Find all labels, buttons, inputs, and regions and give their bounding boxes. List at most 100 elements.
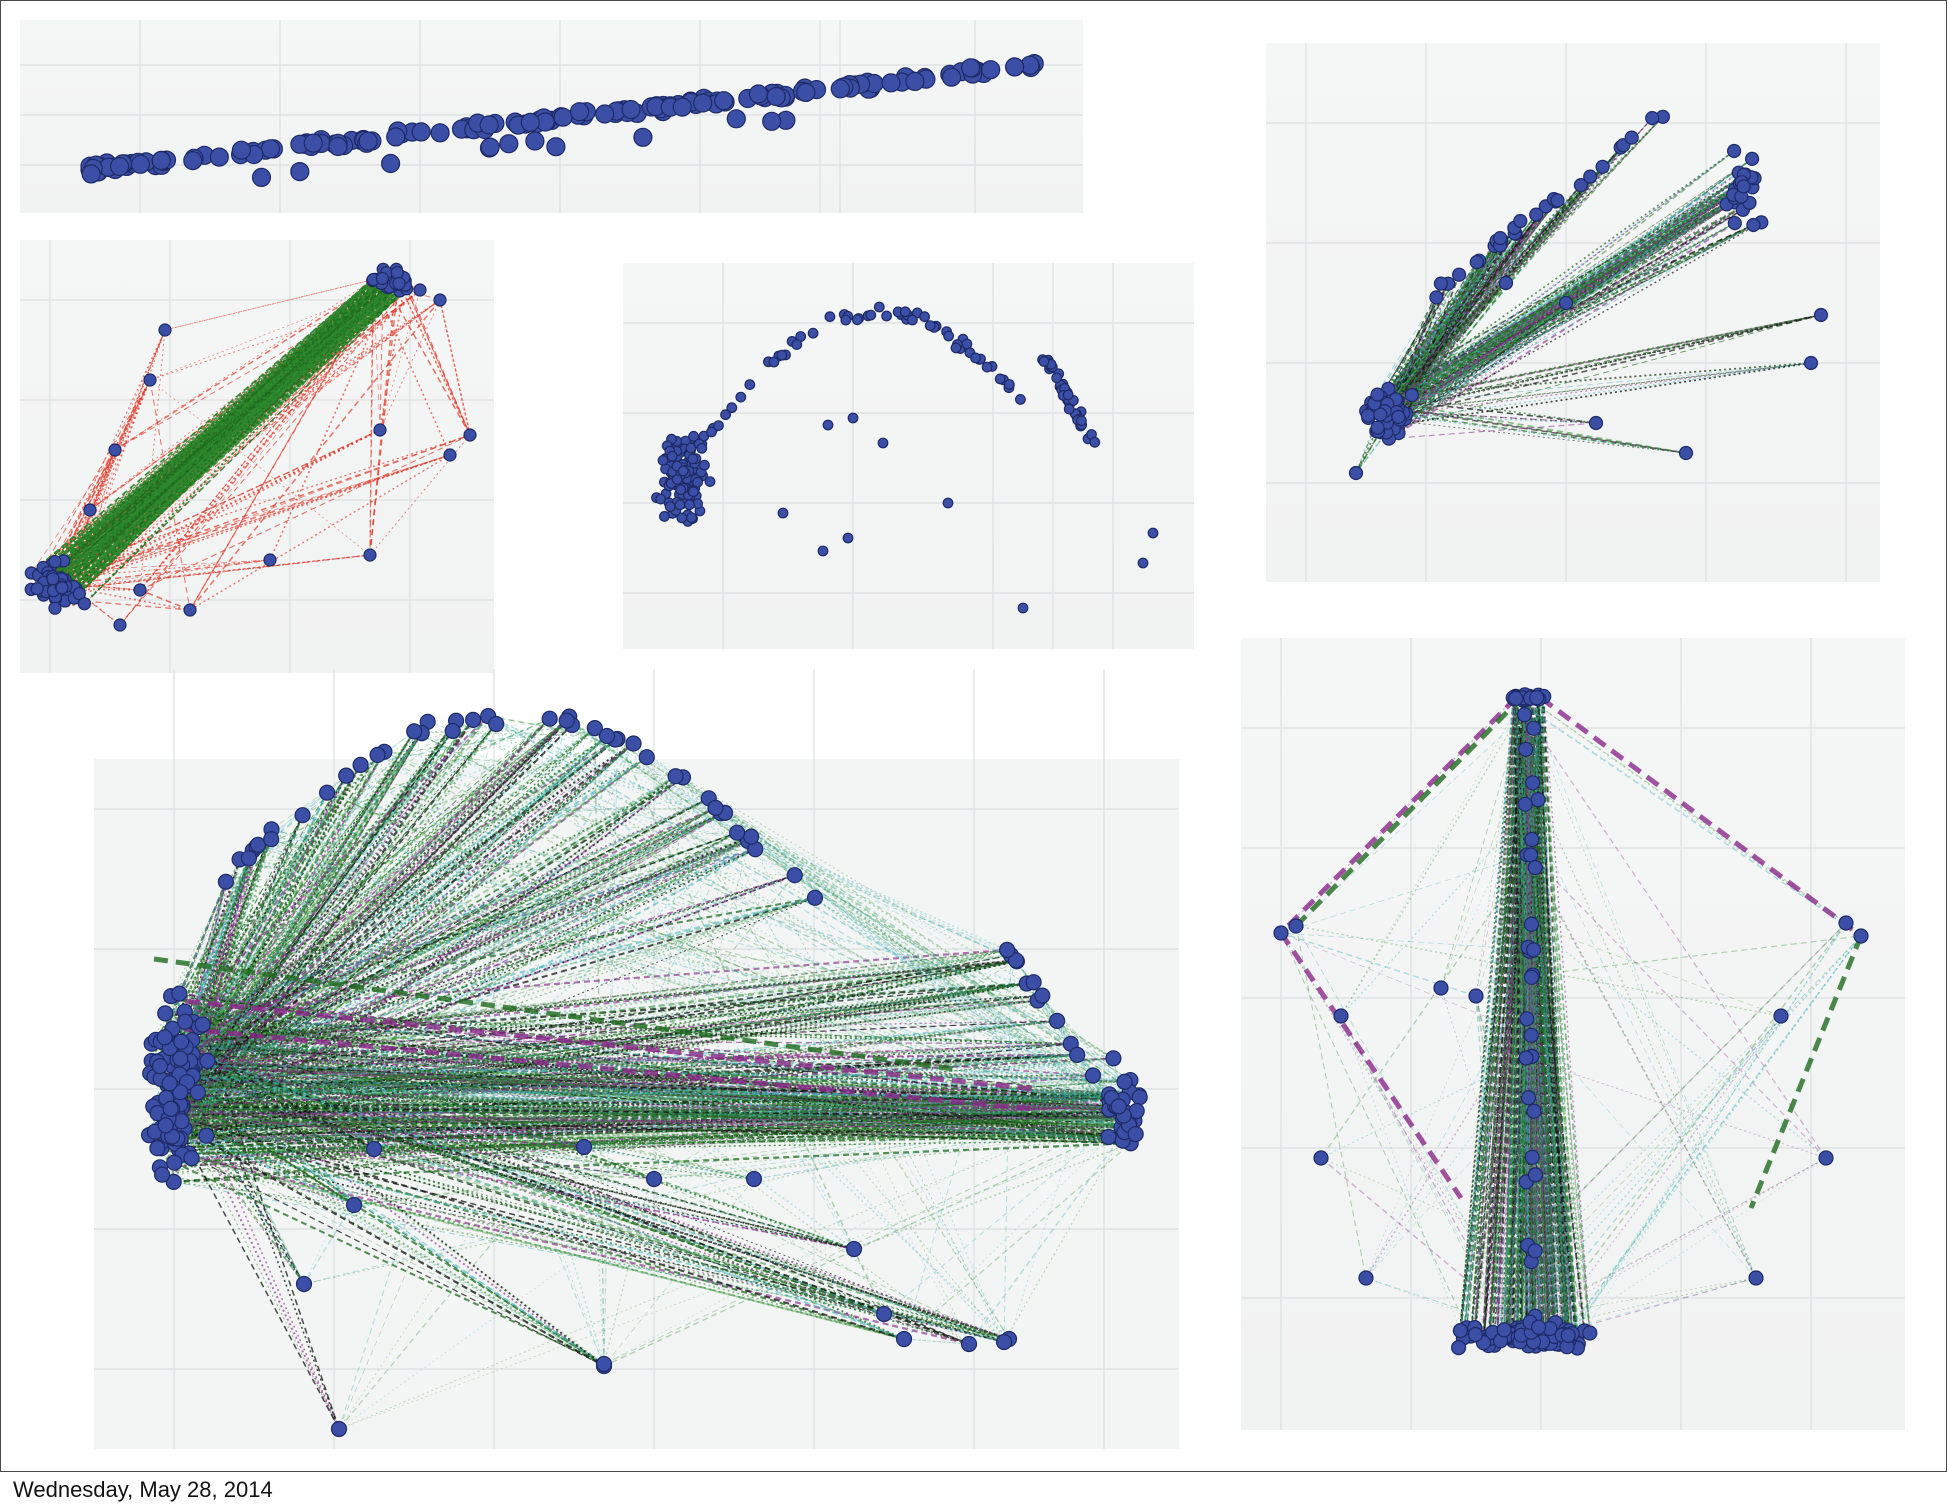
edge-line xyxy=(1532,782,1757,1279)
edge-line xyxy=(1397,222,1736,434)
edge-line xyxy=(1488,696,1531,1339)
edge-line xyxy=(439,299,471,436)
edge-line xyxy=(160,949,1008,1129)
node-point xyxy=(1527,1167,1543,1183)
edge-line xyxy=(1390,314,1822,412)
edge-line xyxy=(1470,714,1525,1337)
edge-line xyxy=(427,721,726,814)
edge-line xyxy=(1382,158,1753,409)
edge-line xyxy=(755,849,1005,1343)
edge-line xyxy=(175,764,362,1102)
edge-line xyxy=(179,775,676,1105)
edge-line xyxy=(173,1181,885,1315)
node-point xyxy=(1273,925,1289,941)
node-point xyxy=(1558,295,1574,311)
edge-line xyxy=(248,857,1124,1116)
edge-line xyxy=(1527,839,1533,948)
edge-line xyxy=(192,1069,1125,1133)
node-point xyxy=(161,1075,178,1092)
edge-line xyxy=(157,1061,1109,1138)
edge-line xyxy=(191,1131,1125,1159)
edge-line xyxy=(1387,232,1516,390)
edge-line xyxy=(114,279,374,451)
edge-line xyxy=(164,981,1034,1038)
edge-line xyxy=(171,1108,605,1365)
edge-line xyxy=(191,797,710,1072)
panel-red-green-graph xyxy=(20,240,494,673)
edge-line xyxy=(302,814,1140,1098)
edge-line xyxy=(1529,951,1569,1336)
node-group xyxy=(140,707,1148,1438)
node-point xyxy=(748,84,769,104)
edge-line xyxy=(406,288,471,436)
node-point xyxy=(328,136,348,157)
edge-line xyxy=(1534,1157,1827,1317)
edge-line xyxy=(1320,1157,1528,1331)
edge-line xyxy=(60,282,400,588)
edge-line xyxy=(1531,1056,1569,1340)
edge-line xyxy=(1537,698,1569,1340)
edge-line xyxy=(167,751,386,1137)
node-point xyxy=(950,342,962,354)
edge-line xyxy=(159,999,1038,1067)
node-point xyxy=(1530,792,1546,808)
edge-line xyxy=(160,1078,1110,1111)
edge-line xyxy=(30,379,151,590)
edge-line xyxy=(52,282,383,592)
edge-line xyxy=(159,1124,1130,1168)
edge-line xyxy=(164,279,374,331)
edge-line xyxy=(269,272,398,561)
edge-line xyxy=(1524,804,1532,1262)
node-point xyxy=(1523,916,1539,932)
edge-line xyxy=(381,278,471,436)
edge-line xyxy=(1527,1097,1568,1347)
edge-line xyxy=(1365,1097,1529,1279)
edge-line xyxy=(157,1061,1110,1110)
edge-line xyxy=(170,719,474,1045)
edge-line xyxy=(720,812,1124,1142)
edge-line xyxy=(169,1047,1131,1138)
edge-line xyxy=(192,1020,1109,1138)
edge-line xyxy=(1509,728,1535,1334)
edge-line xyxy=(180,718,551,1043)
node-point xyxy=(165,1173,182,1191)
edge-line xyxy=(165,948,1008,1015)
edge-line xyxy=(1500,1157,1827,1342)
edge-line xyxy=(495,723,1138,1112)
edge-line xyxy=(1460,700,1524,1331)
edge-line xyxy=(439,299,471,436)
edge-line xyxy=(338,1133,1136,1430)
edge-line xyxy=(1466,924,1532,1328)
edge-line xyxy=(168,1118,1130,1127)
edge-line xyxy=(257,797,709,846)
edge-line xyxy=(1320,1157,1536,1252)
edge-line xyxy=(185,1021,1123,1142)
edge-line xyxy=(239,858,1110,1102)
node-point xyxy=(499,134,519,154)
node-point xyxy=(48,601,62,615)
node-point xyxy=(411,122,431,142)
edge-line xyxy=(31,449,116,574)
edge-line xyxy=(1530,975,1534,1036)
node-point xyxy=(633,127,653,147)
edge-line xyxy=(571,724,605,1367)
edge-line xyxy=(1376,224,1754,432)
edge-line xyxy=(302,807,716,816)
node-point xyxy=(1560,1327,1576,1344)
edge-line xyxy=(338,949,1008,1430)
edge-line xyxy=(154,715,489,1133)
edge-line xyxy=(1404,209,1744,420)
edge-line xyxy=(1389,260,1480,403)
edge-line xyxy=(1381,214,1537,414)
edge-line xyxy=(653,1178,855,1250)
edge-line xyxy=(1475,995,1560,1340)
edge-line xyxy=(1411,282,1507,396)
node-point xyxy=(153,1166,171,1183)
node-point xyxy=(1838,915,1854,931)
node-point xyxy=(520,112,540,133)
edge-line xyxy=(1392,362,1812,413)
edge-line xyxy=(157,897,816,1104)
edge-line xyxy=(1483,935,1862,1338)
node-point xyxy=(189,1084,206,1101)
edge-line xyxy=(1524,804,1557,1344)
